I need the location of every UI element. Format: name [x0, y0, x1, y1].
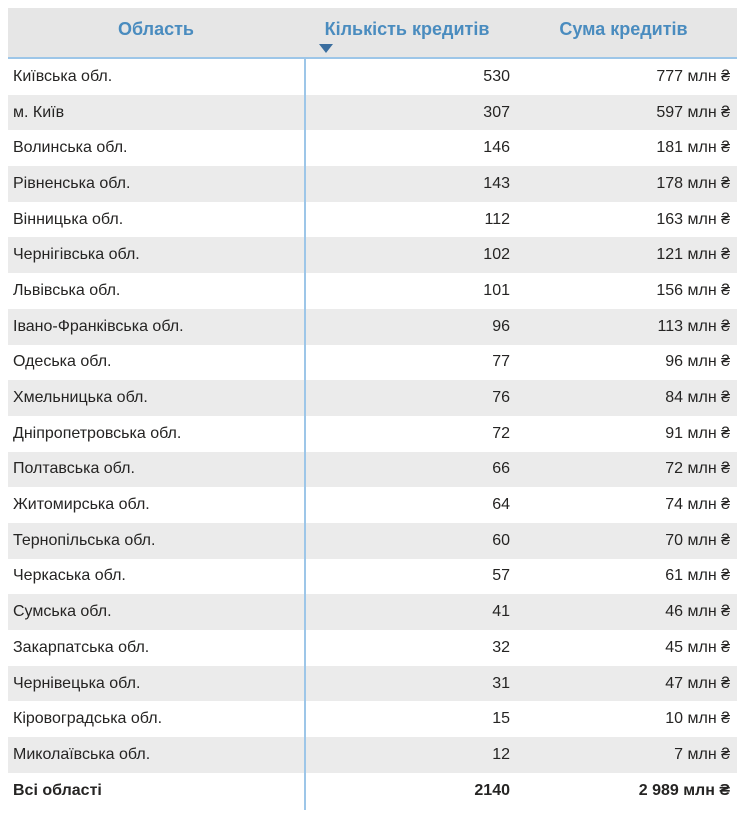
sum-cell: 45 млн ₴	[665, 638, 730, 656]
sum-cell: 777 млн ₴	[656, 67, 730, 85]
sum-cell: 178 млн ₴	[656, 174, 730, 192]
count-cell: 530	[483, 67, 510, 85]
column-header-credit-count[interactable]: Кількість кредитів	[324, 19, 490, 39]
table-row: Чернігівська обл. 102 121 млн ₴	[8, 237, 737, 274]
table-row: Дніпропетровська обл. 72 91 млн ₴	[8, 416, 737, 452]
table-row: Житомирська обл. 64 74 млн ₴	[8, 487, 737, 523]
count-cell: 66	[492, 460, 510, 478]
region-cell: Київська обл.	[13, 67, 113, 85]
sum-cell: 113 млн ₴	[657, 317, 730, 335]
count-cell: 57	[492, 567, 510, 585]
count-cell: 307	[483, 103, 510, 121]
sum-cell: 84 млн ₴	[665, 389, 730, 407]
table-header-row: Область Кількість кредитів Сума кредитів	[8, 8, 737, 57]
table-row: Хмельницька обл. 76 84 млн ₴	[8, 380, 737, 416]
table-row: Волинська обл. 146 181 млн ₴	[8, 130, 737, 166]
count-cell: 143	[483, 174, 510, 192]
sum-cell: 96 млн ₴	[665, 353, 730, 371]
sum-cell: 47 млн ₴	[665, 674, 730, 692]
table-row: Вінницька обл. 112 163 млн ₴	[8, 202, 737, 238]
region-cell: Кіровоградська обл.	[13, 710, 163, 728]
sum-cell: 163 млн ₴	[656, 210, 730, 228]
count-cell: 12	[492, 745, 510, 763]
count-cell: 77	[492, 353, 510, 371]
total-label: Всі області	[13, 781, 102, 799]
count-cell: 60	[492, 531, 510, 549]
region-cell: Тернопільська обл.	[13, 531, 156, 549]
sort-descending-icon[interactable]	[319, 44, 333, 53]
sum-cell: 70 млн ₴	[665, 531, 730, 549]
sum-cell: 597 млн ₴	[656, 103, 730, 121]
region-cell: Вінницька обл.	[13, 210, 124, 228]
count-cell: 32	[492, 638, 510, 656]
column-header-region[interactable]: Область	[117, 19, 194, 39]
count-cell: 76	[492, 389, 510, 407]
sum-cell: 156 млн ₴	[656, 281, 730, 299]
count-cell: 101	[483, 281, 510, 299]
sum-cell: 61 млн ₴	[665, 567, 730, 585]
table-row: Миколаївська обл. 12 7 млн ₴	[8, 737, 737, 773]
region-cell: Чернівецька обл.	[13, 674, 141, 692]
table-row: Рівненська обл. 143 178 млн ₴	[8, 166, 737, 202]
region-cell: Черкаська обл.	[13, 567, 126, 585]
table-row: Чернівецька обл. 31 47 млн ₴	[8, 665, 737, 702]
region-cell: Чернігівська обл.	[13, 246, 140, 264]
region-cell: Івано-Франківська обл.	[13, 317, 184, 335]
region-cell: м. Київ	[13, 103, 65, 121]
count-cell: 41	[492, 603, 510, 621]
sum-cell: 46 млн ₴	[665, 603, 730, 621]
count-cell: 96	[492, 317, 510, 335]
table-row: Сумська обл. 41 46 млн ₴	[8, 594, 737, 630]
table-row: Полтавська обл. 66 72 млн ₴	[8, 451, 737, 488]
sum-cell: 7 млн ₴	[674, 745, 730, 763]
count-cell: 112	[484, 210, 510, 228]
table-row: Черкаська обл. 57 61 млн ₴	[8, 559, 737, 595]
total-sum-value: 2 989 млн ₴	[638, 781, 730, 799]
table-body: Київська обл. 530 777 млн ₴ м. Київ 307 597 м…	[8, 59, 737, 773]
count-cell: 31	[492, 674, 510, 692]
region-cell: Полтавська обл.	[13, 460, 135, 478]
table-row: м. Київ 307 597 млн ₴	[8, 94, 737, 131]
count-cell: 102	[483, 246, 510, 264]
column-header-credit-sum[interactable]: Сума кредитів	[559, 19, 688, 39]
header-divider-line	[8, 57, 737, 59]
table-row: Кіровоградська обл. 15 10 млн ₴	[8, 701, 737, 737]
region-cell: Рівненська обл.	[13, 174, 131, 192]
table-row: Тернопільська обл. 60 70 млн ₴	[8, 522, 737, 559]
region-cell: Дніпропетровська обл.	[13, 424, 182, 442]
region-cell: Житомирська обл.	[13, 496, 150, 514]
sum-cell: 74 млн ₴	[665, 496, 730, 514]
count-cell: 15	[492, 710, 510, 728]
region-cell: Хмельницька обл.	[13, 389, 148, 407]
sum-cell: 72 млн ₴	[665, 460, 730, 478]
region-cell: Сумська обл.	[13, 603, 112, 621]
count-cell: 72	[492, 424, 510, 442]
region-cell: Волинська обл.	[13, 139, 128, 157]
table-row: Львівська обл. 101 156 млн ₴	[8, 273, 737, 309]
credits-by-region-table: Область Кількість кредитів Сума кредитів…	[8, 8, 737, 810]
column-separator-line	[304, 59, 306, 810]
table-row: Київська обл. 530 777 млн ₴	[8, 59, 737, 95]
sum-cell: 10 млн ₴	[665, 710, 730, 728]
count-cell: 64	[492, 496, 510, 514]
table-row: Одеська обл. 77 96 млн ₴	[8, 345, 737, 381]
region-cell: Закарпатська обл.	[13, 638, 150, 656]
region-cell: Одеська обл.	[13, 353, 112, 371]
total-row: Всі області 2140 2 989 млн ₴	[8, 772, 737, 809]
table-row: Закарпатська обл. 32 45 млн ₴	[8, 630, 737, 666]
region-cell: Миколаївська обл.	[13, 745, 151, 763]
sum-cell: 121 млн ₴	[656, 246, 730, 264]
count-cell: 146	[483, 139, 510, 157]
region-cell: Львівська обл.	[13, 281, 121, 299]
sum-cell: 91 млн ₴	[665, 424, 730, 442]
sum-cell: 181 млн ₴	[656, 139, 730, 157]
total-count-value: 2140	[474, 781, 510, 799]
table-row: Івано-Франківська обл. 96 113 млн ₴	[8, 308, 737, 345]
